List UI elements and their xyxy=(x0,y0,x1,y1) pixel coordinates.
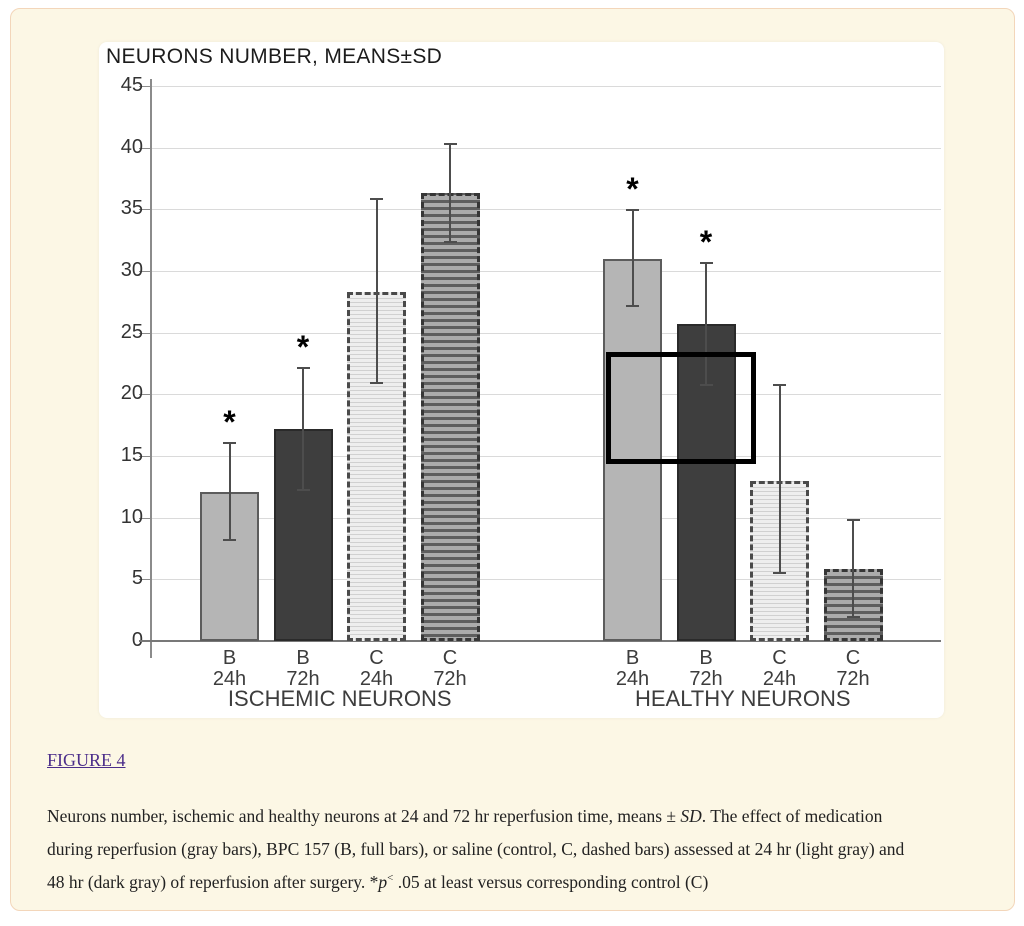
significance-star: * xyxy=(699,224,713,261)
y-tick-label: 10 xyxy=(120,505,143,528)
y-tick-label: 30 xyxy=(120,259,143,281)
x-tick-label: C 24h xyxy=(359,647,394,690)
significance-star: * xyxy=(296,329,310,366)
x-tick-label: B 72h xyxy=(689,647,723,690)
gridline xyxy=(151,209,941,211)
error-bar-cap-top xyxy=(773,384,786,387)
y-axis-tick xyxy=(139,579,151,581)
error-bar-cap-bottom xyxy=(773,572,786,575)
gridline xyxy=(151,394,941,396)
y-tick-label: 40 xyxy=(120,135,143,158)
caption-line: during reperfusion (gray bars), BPC 157 … xyxy=(47,833,1005,866)
y-axis-tick xyxy=(139,209,151,211)
caption-text: SD xyxy=(680,806,702,826)
error-bar-line xyxy=(631,209,634,307)
y-axis-tick xyxy=(139,147,151,149)
significance-star: * xyxy=(626,171,639,208)
error-bar-cap-top xyxy=(699,262,713,265)
error-bar-cap-bottom xyxy=(846,615,860,618)
error-bar-cap-top xyxy=(626,209,639,212)
gridline xyxy=(151,456,941,457)
caption-text: Neurons number, ischemic and healthy neu… xyxy=(47,806,681,826)
caption-text: .05 at least versus corresponding contro… xyxy=(393,872,709,892)
error-bar-cap-bottom xyxy=(223,539,236,542)
error-bar-line xyxy=(449,142,451,243)
bar-ischemic-C-72h xyxy=(420,193,480,641)
bar-healthy-B-24h xyxy=(603,258,662,641)
y-axis-tick xyxy=(139,86,151,87)
gridline xyxy=(151,517,941,519)
error-bar-cap-top xyxy=(296,367,310,370)
y-tick-label: 15 xyxy=(120,444,143,466)
error-bar-line xyxy=(302,367,304,491)
error-bar-cap-bottom xyxy=(626,304,639,307)
error-bar-line xyxy=(375,198,378,385)
highlight-rectangle xyxy=(606,352,756,464)
y-axis-tick xyxy=(139,332,151,334)
gridline xyxy=(151,579,941,581)
figure-caption: Neurons number, ischemic and healthy neu… xyxy=(47,800,1005,899)
x-tick-label: C 72h xyxy=(433,647,467,690)
y-tick-label: 35 xyxy=(120,197,143,220)
error-bar-cap-bottom xyxy=(443,240,457,243)
error-bar-cap-top xyxy=(846,518,860,521)
error-bar-cap-top xyxy=(223,442,236,445)
error-bar-cap-bottom xyxy=(370,382,383,385)
gridline xyxy=(151,86,941,87)
x-tick-label: C 72h xyxy=(836,647,870,690)
caption-text: . The effect of medication xyxy=(701,806,883,826)
y-tick-label: 5 xyxy=(131,567,143,590)
y-tick-label: 25 xyxy=(120,320,143,343)
y-axis-line xyxy=(150,79,152,658)
caption-text: during reperfusion (gray bars), BPC 157 … xyxy=(47,839,905,859)
y-axis-tick xyxy=(139,456,151,457)
error-bar-cap-bottom xyxy=(699,383,713,386)
x-tick-label: B 24h xyxy=(212,647,247,690)
gridline xyxy=(151,147,941,149)
y-tick-label: 45 xyxy=(120,74,143,96)
x-tick-label: C 24h xyxy=(762,647,797,690)
gridline xyxy=(151,271,941,272)
error-bar-line xyxy=(778,384,781,575)
error-bar-cap-top xyxy=(443,142,457,145)
error-bar-line xyxy=(228,442,231,542)
significance-star: * xyxy=(223,404,236,441)
y-axis-tick xyxy=(139,394,151,396)
error-bar-line xyxy=(705,262,707,386)
x-tick-label: B 72h xyxy=(286,647,320,690)
y-tick-label: 0 xyxy=(131,629,143,651)
chart-title: NEURONS NUMBER, MEANS±SD xyxy=(106,45,443,68)
group-label: HEALTHY NEURONS xyxy=(634,686,851,711)
caption-line: Neurons number, ischemic and healthy neu… xyxy=(47,800,1005,833)
error-bar-cap-top xyxy=(370,198,383,201)
y-tick-label: 20 xyxy=(120,382,143,405)
x-tick-label: B 24h xyxy=(615,647,650,690)
chart-panel: NEURONS NUMBER, MEANS±SD 0 5 10 15 20 25 30 35 4… xyxy=(99,42,944,718)
x-axis-line xyxy=(139,640,941,642)
gridline xyxy=(151,332,941,334)
figure-card: NEURONS NUMBER, MEANS±SD 0 5 10 15 20 25 30 35 4… xyxy=(10,8,1015,911)
error-bar-line xyxy=(852,518,854,618)
group-label: ISCHEMIC NEURONS xyxy=(227,686,452,711)
caption-text: < xyxy=(387,872,394,885)
caption-text: 48 hr (dark gray) of reperfusion after s… xyxy=(47,872,379,892)
caption-text: p xyxy=(378,872,388,892)
y-axis-tick xyxy=(139,517,151,519)
caption-line: 48 hr (dark gray) of reperfusion after s… xyxy=(47,866,1005,899)
figure-link[interactable]: FIGURE 4 xyxy=(47,750,126,770)
y-axis-tick xyxy=(139,271,151,272)
error-bar-cap-bottom xyxy=(296,488,310,491)
